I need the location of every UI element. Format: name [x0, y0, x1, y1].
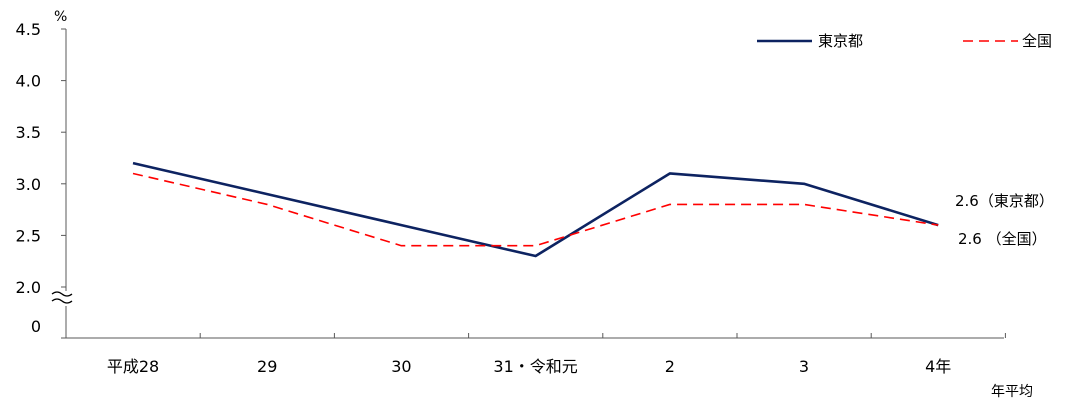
y-tick-label: 2.5	[16, 226, 41, 245]
x-tick-label: 4年	[925, 357, 951, 376]
x-axis-title: 年平均	[991, 384, 1033, 400]
series-line-tokyo	[132, 161, 939, 258]
x-tick-label: 30	[391, 357, 411, 376]
annotation-tokyo: 2.6（東京都）	[955, 192, 1054, 210]
y-tick-label: 2.0	[16, 278, 41, 297]
legend: 東京都 全国	[757, 32, 1052, 50]
y-tick-label: 4.0	[16, 72, 41, 91]
legend-label: 全国	[1022, 32, 1052, 50]
x-tick-label: 29	[257, 357, 277, 376]
y-tick-label: 3.5	[16, 123, 41, 142]
y-axis: 4.5 4.0 3.5 3.0 2.5 2.0 0%	[16, 9, 73, 339]
annotation-national: 2.6 （全国）	[958, 230, 1047, 248]
x-tick-label: 31・令和元	[493, 357, 577, 376]
axis-break-mark	[51, 298, 73, 304]
series-lines	[132, 161, 939, 258]
x-tick-label: 平成28	[107, 357, 159, 376]
series-line-national	[132, 172, 939, 247]
y-tick-label: 3.0	[16, 175, 41, 194]
legend-label: 東京都	[818, 32, 863, 50]
annotations: 2.6（東京都） 2.6 （全国）	[955, 192, 1054, 248]
y-tick-label: 4.5	[16, 20, 41, 39]
y-axis-unit: %	[54, 9, 67, 25]
y-tick-label: 0	[31, 317, 41, 336]
x-tick-label: 3	[799, 357, 809, 376]
axis-break-mark	[51, 291, 73, 297]
x-tick-label: 2	[665, 357, 675, 376]
